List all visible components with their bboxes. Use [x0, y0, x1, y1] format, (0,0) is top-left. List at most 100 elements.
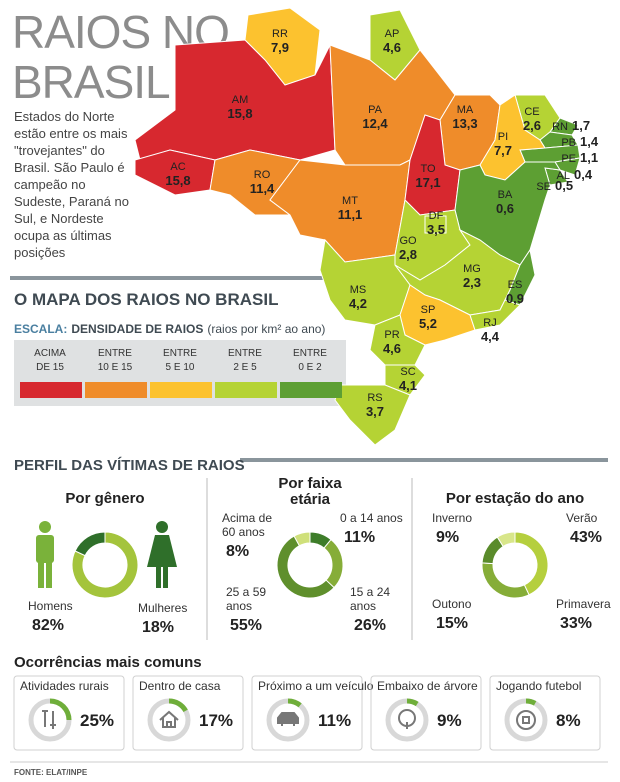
scale-label: 10 E 15 — [98, 362, 133, 373]
intro-text: Estados do Norte estão entre os mais "tr… — [14, 109, 129, 260]
state-value: 3,5 — [427, 222, 445, 237]
gauge-arc — [288, 698, 302, 708]
donut-label: 15 a 24 — [350, 585, 390, 599]
scale-label: DE 15 — [36, 362, 64, 373]
donut-segment — [293, 531, 311, 547]
state-value: 15,8 — [165, 173, 190, 188]
scale-label: ACIMA — [34, 348, 66, 359]
scale-label: ENTRE — [293, 348, 327, 359]
scale-title-part: DENSIDADE DE RAIOS — [71, 322, 203, 336]
state-name: AM — [232, 94, 249, 106]
donut-label: 60 anos — [222, 525, 265, 539]
state-name: CE — [524, 106, 539, 118]
state-name: BA — [498, 189, 513, 201]
state-name: MG — [463, 263, 481, 275]
donut-label: Mulheres — [138, 601, 187, 615]
occurrence-label: Próximo a um veículo — [258, 679, 374, 693]
donut-segment — [496, 531, 516, 548]
donut-label: anos — [350, 599, 376, 613]
state-name: RS — [367, 392, 382, 404]
state-value: 12,4 — [362, 116, 388, 131]
occurrence-box — [251, 675, 363, 751]
scale-title: ESCALA: DENSIDADE DE RAIOS (raios por km² … — [14, 322, 325, 336]
state-name: RO — [254, 169, 271, 181]
state-value: 17,1 — [415, 175, 440, 190]
state-value: 2,6 — [523, 118, 541, 133]
state-name: AL — [557, 170, 570, 182]
donut-value: 18% — [142, 619, 174, 636]
donut-value: 8% — [226, 543, 249, 560]
donut-label: Verão — [566, 511, 598, 525]
state-name: GO — [399, 235, 417, 247]
state-value: 4,4 — [481, 329, 500, 344]
gauge-arc — [50, 698, 72, 720]
scale-title-part: ESCALA: — [14, 322, 67, 336]
donut-segment — [481, 562, 530, 599]
gauge-arc — [526, 698, 537, 706]
state-value: 0,5 — [555, 178, 573, 193]
occurrence-label: Atividades rurais — [20, 679, 109, 693]
state-value: 1,7 — [572, 118, 590, 133]
scale-swatch — [20, 382, 82, 398]
icon-shape — [42, 710, 56, 729]
state-name: SP — [421, 304, 436, 316]
male-icon — [36, 521, 54, 588]
donut-value: 9% — [436, 529, 459, 546]
donut-segment — [74, 531, 106, 557]
state-value: 4,6 — [383, 40, 401, 55]
gauge-arc — [407, 698, 419, 707]
state — [424, 215, 447, 234]
state-name: MA — [457, 104, 474, 116]
icon-shape — [516, 710, 537, 730]
state — [479, 94, 546, 181]
state-name: PI — [498, 131, 508, 143]
donut-value: 33% — [560, 615, 592, 632]
state-name: PE — [561, 153, 576, 165]
section-title: PERFIL DAS VÍTIMAS DE RAIOS — [14, 457, 245, 474]
icon-shape — [277, 712, 299, 726]
state-name: MT — [342, 195, 358, 207]
state-name: RJ — [483, 317, 496, 329]
state-value: 1,1 — [580, 150, 598, 165]
state-value: 0,4 — [574, 167, 593, 182]
occurrence-icon — [398, 709, 417, 729]
state-name: AP — [385, 28, 400, 40]
state-name: SE — [536, 181, 551, 193]
icon-shape — [398, 709, 417, 729]
panel-title: etária — [290, 491, 331, 508]
state-name: ES — [508, 279, 523, 291]
occurrence-icon — [277, 712, 299, 726]
state — [369, 314, 426, 366]
state-name: PR — [384, 329, 399, 341]
state — [334, 384, 411, 446]
donut-value: 15% — [436, 615, 468, 632]
donut-label: Outono — [432, 597, 472, 611]
occurrence-label: Jogando futebol — [496, 679, 581, 693]
occurrence-box — [13, 675, 125, 751]
donut-label: 0 a 14 anos — [340, 511, 403, 525]
state-value: 1,4 — [580, 134, 599, 149]
state-value: 7,7 — [494, 143, 512, 158]
map-title: O MAPA DOS RAIOS NO BRASIL — [14, 290, 278, 309]
section-title: Ocorrências mais comuns — [14, 654, 202, 671]
state-name: PA — [368, 104, 383, 116]
icon-shape — [159, 710, 179, 728]
state-value: 11,4 — [250, 181, 275, 196]
occurrence-box — [489, 675, 601, 751]
state-name: RN — [552, 121, 568, 133]
state-value: 5,2 — [419, 316, 437, 331]
state-name: TO — [420, 163, 436, 175]
occurrence-icon — [159, 710, 179, 728]
occurrence-value: 9% — [437, 711, 462, 730]
title: BRASIL — [12, 56, 170, 108]
scale-swatch — [215, 382, 277, 398]
occurrence-box — [370, 675, 482, 751]
donut-segment — [514, 531, 549, 596]
state-name: DF — [429, 210, 444, 222]
scale-swatch — [85, 382, 147, 398]
state-name: RR — [272, 28, 288, 40]
donut-value: 26% — [354, 617, 386, 634]
occurrence-value: 17% — [199, 711, 233, 730]
